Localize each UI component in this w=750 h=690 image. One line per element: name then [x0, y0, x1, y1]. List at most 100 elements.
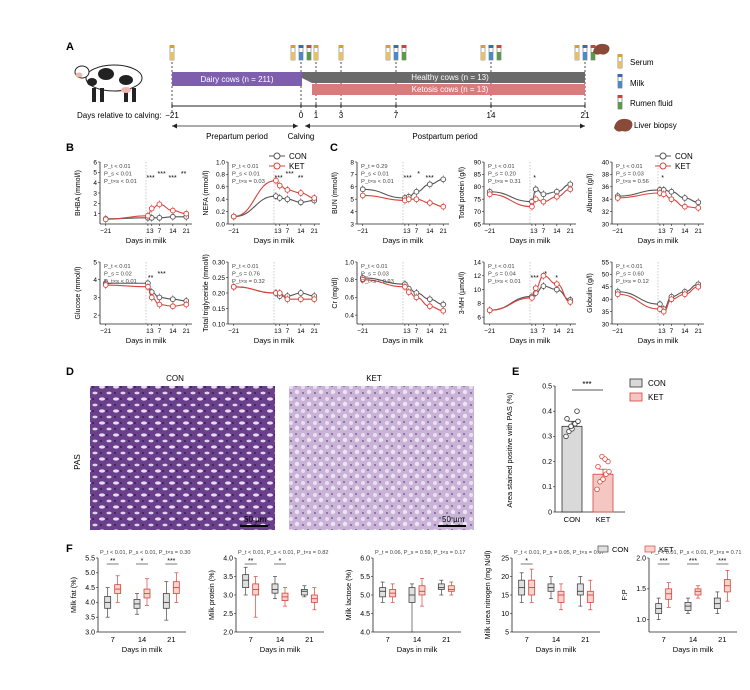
panel-b-letter: B: [66, 142, 74, 154]
sig-stars: ***: [275, 175, 283, 182]
ket-point: [567, 299, 574, 305]
x-tick-label: 21: [167, 635, 175, 644]
ket-point: [614, 195, 621, 201]
y-tick-label: 40: [602, 159, 610, 166]
ket-point: [169, 303, 176, 310]
sig-stars: *: [544, 271, 547, 278]
stat-text: P_t < 0.01: [616, 264, 643, 270]
legend-e-ket: KET: [648, 393, 664, 402]
sample-tube-fill: [339, 52, 343, 60]
y-tick-label: 6: [477, 314, 481, 321]
legend-swatch-ket: [644, 545, 656, 553]
x-tick-label: 7: [670, 228, 674, 235]
x-tick-label: 14: [297, 228, 305, 235]
y-axis-label: Globulin (g/l): [587, 273, 594, 313]
y-tick-label: 0.8: [345, 277, 354, 284]
day-tick-label: 0: [299, 111, 304, 120]
stat-text: P_t < 0.01: [232, 264, 259, 270]
sample-tube-fill: [481, 52, 485, 60]
boxplot-3: 5 10 15 20 25 Milk urea nitrogen (mg N/dl) P_t…: [483, 550, 605, 654]
days-relative-label: Days relative to calving:: [77, 111, 161, 120]
y-tick-label: 4.5: [360, 611, 370, 618]
y-tick-label: 3: [93, 190, 97, 197]
sample-tube-cap: [582, 45, 588, 48]
histology-ket-label: KET: [366, 374, 382, 383]
legend-b-ket: KET: [289, 162, 305, 171]
stat-text: P_t < 0.01, P_s < 0.01, P_t×s = 0.30: [100, 550, 191, 556]
con-point: [440, 301, 447, 308]
y-tick-label: 10: [501, 611, 509, 618]
x-tick-label: KET: [596, 515, 611, 524]
day-tick-label: 7: [394, 111, 399, 120]
stat-text: P_s < 0.01: [104, 172, 132, 178]
sig-stars: **: [148, 275, 154, 282]
y-tick-label: 8: [477, 301, 481, 308]
y-tick-label: 3.0: [223, 592, 233, 599]
sample-tube-cap: [298, 45, 304, 48]
x-tick-label: 1: [658, 328, 662, 335]
con-point: [681, 195, 688, 201]
ket-point: [402, 283, 408, 290]
y-tick-label: 4.0: [223, 555, 233, 562]
x-axis-label: Days in milk: [254, 236, 295, 245]
x-axis-label: Days in milk: [510, 236, 551, 245]
stat-text: P_t×s < 0.01: [104, 179, 137, 185]
x-tick-label: 7: [525, 635, 529, 644]
ket-point: [695, 205, 702, 211]
ket-point: [145, 212, 151, 219]
stat-text: P_t×s = 0.31: [488, 179, 521, 185]
ket-point: [230, 283, 237, 290]
y-tick-label: 0.1: [542, 484, 552, 491]
x-tick-label: −21: [484, 328, 495, 335]
x-tick-label: 7: [158, 328, 162, 335]
y-tick-label: 30: [602, 221, 610, 228]
y-tick-label: 5: [350, 197, 354, 204]
y-tick-label: 14: [474, 259, 482, 266]
sig-stars: ***: [167, 558, 175, 565]
liver-biopsy-icon: [593, 43, 610, 55]
y-axis-label: Cr (mg/dl): [332, 277, 339, 308]
y-tick-label: 36: [602, 184, 610, 191]
ket-point: [156, 301, 163, 308]
y-tick-label: 3.5: [85, 615, 95, 622]
sample-tube-cap: [496, 45, 502, 48]
legend-c-con: CON: [675, 152, 693, 161]
dairy-bar-label: Dairy cows (n = 211): [201, 75, 274, 84]
milk-box-charts: 3.0 3.5 4.0 4.5 5.0 5.5 Milk fat (%) P_t < 0.01…: [69, 545, 742, 654]
ket-point: [668, 296, 675, 303]
ket-point: [169, 207, 176, 214]
stat-text: P_s = 0.76: [232, 272, 260, 278]
stat-text: P_t×s = 0.32: [232, 279, 265, 285]
x-axis-label: Days in milk: [536, 645, 577, 654]
con-dot: [575, 418, 581, 424]
x-tick-label: 1: [146, 228, 150, 235]
sample-tube-cap: [574, 45, 580, 48]
ket-point: [183, 210, 190, 217]
legend-swatch-con: [629, 378, 643, 388]
y-tick-label: 2.5: [223, 611, 233, 618]
y-tick-label: 7: [350, 172, 354, 179]
stat-text: P_t < 0.01: [488, 164, 515, 170]
x-tick-label: 21: [581, 635, 589, 644]
ket-point: [695, 283, 702, 290]
ket-point: [657, 306, 663, 312]
ket-point: [553, 281, 560, 287]
x-axis-label: Days in milk: [383, 336, 424, 345]
x-tick-label: 7: [415, 228, 419, 235]
ket-point: [359, 192, 366, 199]
ket-point: [359, 276, 366, 283]
ket-dot: [600, 476, 606, 482]
x-tick-label: 14: [297, 328, 305, 335]
legend-e-con: CON: [648, 379, 666, 388]
sample-tube-fill: [291, 52, 295, 60]
sig-stars: **: [298, 175, 304, 182]
x-tick-label: 21: [183, 328, 191, 335]
boxplot-4: 1.0 1.5 2.0 F:P P_t < 0.01, P_s < 0.01, P_t×…: [620, 550, 742, 654]
con-dot: [574, 408, 580, 414]
stat-text: P_t = 0.06, P_s = 0.59, P_t×s = 0.17: [375, 550, 466, 556]
x-axis-label: Days in milk: [260, 645, 301, 654]
sample-tube-fill: [583, 52, 587, 60]
y-tick-label: 15: [501, 592, 509, 599]
y-axis-label: Milk urea nitrogen (mg N/dl): [483, 551, 492, 640]
stat-text: P_t < 0.01: [104, 164, 131, 170]
